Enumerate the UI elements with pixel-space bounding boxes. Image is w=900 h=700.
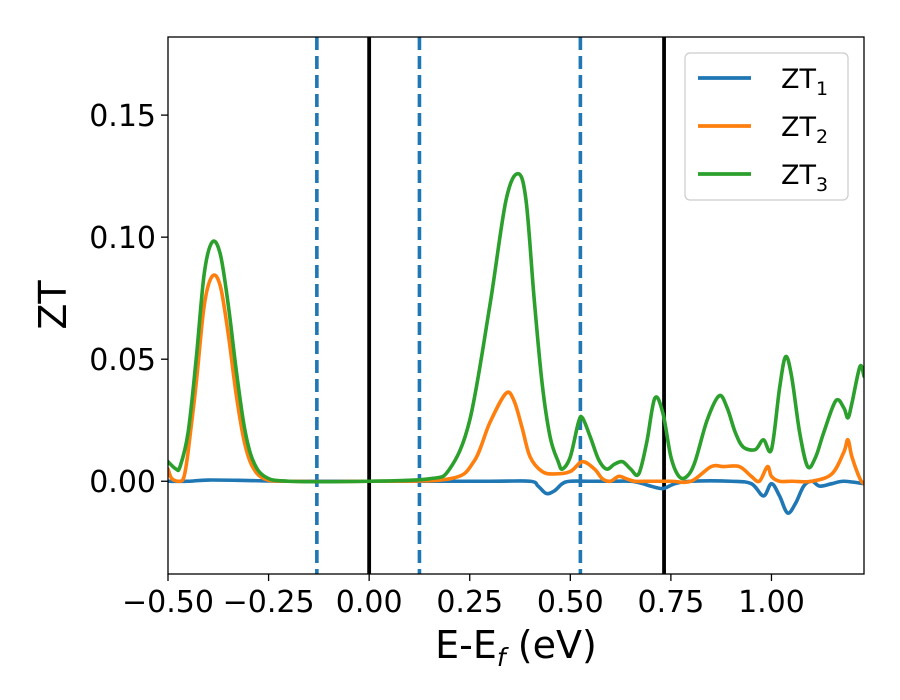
x-tick-label: 0.25 (436, 585, 503, 620)
x-tick-label: 1.00 (738, 585, 805, 620)
legend-label-zt1: ZT1 (781, 64, 828, 100)
series-layer (168, 171, 864, 515)
legend: ZT1 ZT2 ZT3 (684, 52, 849, 201)
x-tick-label: −0.25 (223, 585, 315, 620)
plot-frame (167, 36, 865, 575)
y-tick-label: 0.05 (89, 343, 156, 378)
series-line-zt2 (168, 273, 864, 486)
reference-lines (315, 37, 666, 574)
legend-box (684, 52, 849, 201)
legend-label-zt3: ZT3 (781, 160, 828, 196)
series-line-zt1 (168, 478, 864, 515)
legend-label-zt2: ZT2 (781, 112, 828, 148)
x-tick-label: 0.50 (537, 585, 604, 620)
x-tick-label: 0.75 (637, 585, 704, 620)
x-axis-label: E-Ef (eV) (435, 623, 597, 672)
y-axis: 0.00 0.05 0.10 0.15 (89, 99, 168, 500)
y-tick-label: 0.15 (89, 99, 156, 134)
x-tick-label: −0.50 (122, 585, 214, 620)
y-axis-label: ZT (31, 280, 75, 330)
y-tick-label: 0.00 (89, 465, 156, 500)
y-tick-label: 0.10 (89, 221, 156, 256)
x-axis: −0.50 −0.25 0.00 0.25 0.50 0.75 1.00 (122, 574, 805, 620)
series-line-zt3 (168, 171, 864, 484)
x-tick-label: 0.00 (336, 585, 403, 620)
